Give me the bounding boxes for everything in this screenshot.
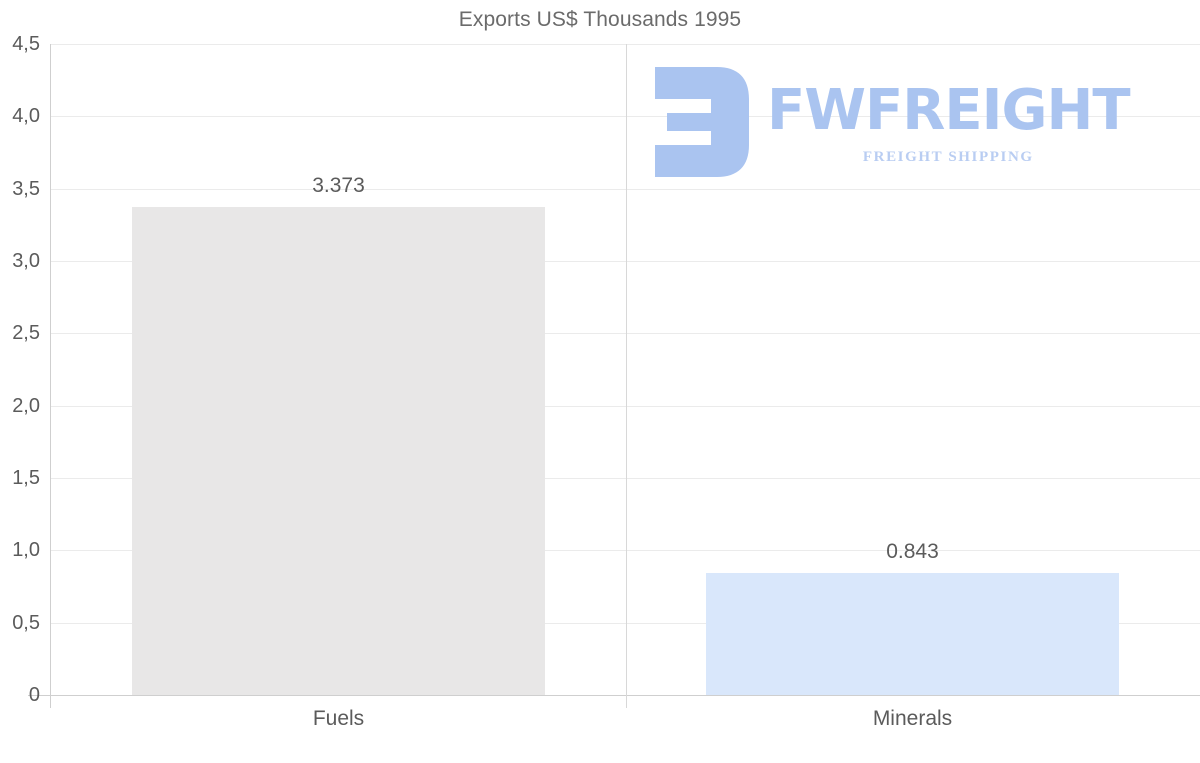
y-tick-label-2-5: 2,5	[12, 322, 40, 344]
y-tick-label-4-5: 4,5	[12, 33, 40, 55]
gridline-3-5	[50, 189, 1200, 190]
gridline-0	[28, 695, 1200, 696]
gridline-0-5	[50, 623, 1200, 624]
gridline-4	[50, 116, 1200, 117]
y-tick-label-1: 1,0	[12, 539, 40, 561]
y-tick-label-0: 0	[28, 684, 40, 706]
gridline-2	[50, 406, 1200, 407]
y-tick-label-3: 3,0	[12, 250, 40, 272]
bar-value-label-minerals: 0.843	[886, 540, 939, 563]
gridline-4-5	[50, 44, 1200, 45]
y-tick-label-4: 4,0	[12, 105, 40, 127]
gridline-3	[50, 261, 1200, 262]
gridline-2-5	[50, 333, 1200, 334]
y-tick-label-2: 2,0	[12, 395, 40, 417]
gridline-1-5	[50, 478, 1200, 479]
y-tick-label-1-5: 1,5	[12, 467, 40, 489]
gridline-1	[50, 550, 1200, 551]
y-tick-label-3-5: 3,5	[12, 178, 40, 200]
category-divider-line	[626, 44, 627, 708]
chart-title: Exports US$ Thousands 1995	[458, 8, 742, 31]
x-axis-label-fuels: Fuels	[312, 707, 365, 730]
bar-value-label-fuels: 3.373	[312, 174, 365, 197]
bar-fuels[interactable]	[132, 207, 545, 695]
x-axis-label-minerals: Minerals	[872, 707, 953, 730]
y-axis-line	[50, 44, 51, 708]
y-tick-label-0-5: 0,5	[12, 612, 40, 634]
bar-minerals[interactable]	[706, 573, 1119, 695]
